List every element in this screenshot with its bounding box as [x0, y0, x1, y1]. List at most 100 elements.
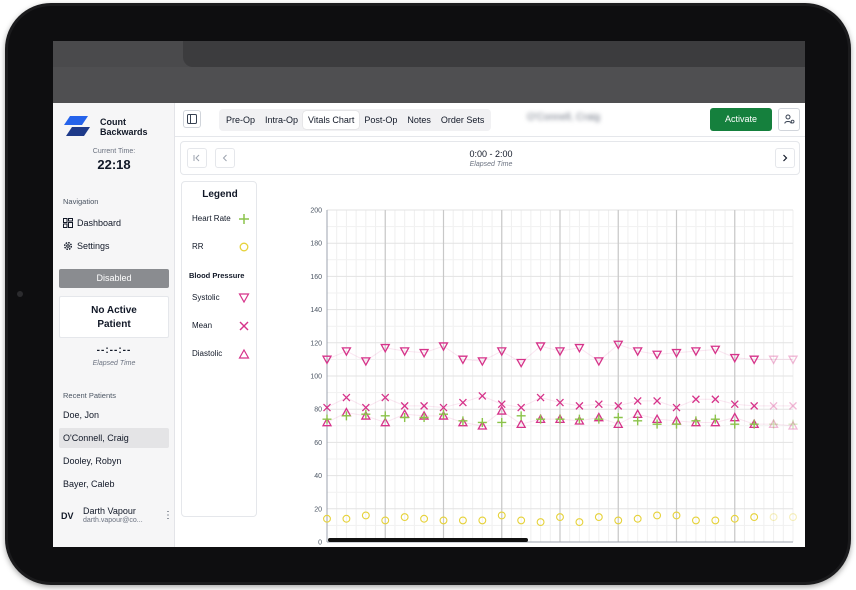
rr-point — [769, 513, 778, 522]
systolic-point — [593, 357, 604, 367]
current-patient-name: O'Connell, Craig — [527, 112, 601, 123]
y-tick-label: 20 — [314, 506, 322, 513]
heart-rate-point — [419, 413, 429, 422]
sidebar: Count Backwards Current Time: 22:18 Navi… — [53, 103, 175, 547]
brand-name: Count Backwards — [100, 117, 170, 137]
tab-order-sets[interactable]: Order Sets — [440, 115, 485, 125]
more-vertical-icon[interactable]: ⋮ — [163, 510, 173, 521]
tab-intra-op[interactable]: Intra-Op — [265, 115, 299, 125]
nav-dashboard-label: Dashboard — [77, 218, 122, 228]
user-settings-button[interactable] — [778, 108, 800, 131]
heart-rate-point — [594, 414, 604, 424]
user-email: darth.vapour@co... — [83, 517, 143, 524]
rr-point — [594, 513, 603, 522]
heart-rate-point — [497, 417, 507, 427]
legend-heart-rate: Heart Rate — [192, 212, 252, 226]
mean-point — [458, 398, 467, 407]
rr-point — [517, 516, 526, 525]
time-range-label: 0:00 - 2:00 — [469, 149, 513, 159]
brand-line-1: Count — [100, 117, 126, 127]
chevron-left-icon — [222, 154, 227, 162]
systolic-point — [613, 340, 624, 350]
camera — [17, 291, 23, 297]
legend-title: Legend — [202, 189, 238, 200]
systolic-point — [341, 347, 352, 357]
systolic-point — [574, 343, 585, 354]
legend-diastolic-label: Diastolic — [192, 349, 223, 358]
y-tick-label: 80 — [314, 407, 322, 414]
recent-patient-item[interactable]: Doe, Jon — [63, 410, 100, 420]
heart-rate-point — [516, 411, 526, 421]
heart-rate-point — [439, 409, 448, 419]
legend-mean-label: Mean — [192, 321, 213, 330]
gear-icon — [64, 242, 72, 250]
brand-logo[interactable]: Count Backwards — [62, 114, 172, 140]
y-tick-label: 180 — [310, 241, 322, 248]
chart-legend: Legend Heart Rate RR Blood Pressure Syst… — [181, 181, 257, 517]
mean-point — [691, 395, 700, 404]
diastolic-point — [574, 415, 585, 425]
vitals-chart[interactable]: 10:0610:2110:3610:5111:0611:2111:3611:51… — [261, 183, 801, 547]
systolic-point — [632, 347, 643, 357]
heart-rate-point — [672, 419, 681, 429]
mean-point — [556, 398, 564, 407]
nav-settings-label: Settings — [77, 241, 110, 251]
no-patient-line-2: Patient — [97, 319, 131, 330]
diastolic-point — [516, 418, 527, 428]
rr-point — [342, 514, 351, 523]
rr-point — [750, 513, 759, 522]
rr-point — [614, 516, 623, 525]
tab-vitals-chart[interactable]: Vitals Chart — [303, 111, 360, 129]
chevron-right-icon — [783, 154, 788, 162]
mean-point — [672, 403, 681, 412]
tab-notes[interactable]: Notes — [407, 115, 431, 125]
heart-rate-point — [574, 414, 584, 424]
systolic-point — [457, 355, 469, 365]
legend-rr-label: RR — [192, 242, 204, 251]
recent-patient-item[interactable]: Bayer, Caleb — [63, 479, 115, 489]
circle-icon — [239, 242, 249, 252]
disabled-button[interactable]: Disabled — [59, 269, 169, 288]
heart-rate-point — [710, 414, 720, 424]
activate-button[interactable]: Activate — [710, 108, 772, 131]
vitals-chart-svg: 10:0610:2110:3610:5111:0611:2111:3611:51… — [310, 208, 799, 547]
rr-point — [789, 513, 797, 522]
first-page-button[interactable] — [187, 148, 207, 168]
mean-point — [420, 401, 429, 410]
systolic-point — [399, 347, 410, 357]
user-name: Darth Vapour — [83, 506, 136, 516]
legend-blood-pressure-heading: Blood Pressure — [189, 271, 245, 280]
mean-point — [789, 401, 797, 410]
heart-rate-point — [555, 414, 565, 424]
recent-patient-item-active[interactable]: O'Connell, Craig — [59, 428, 169, 448]
rr-point — [575, 518, 584, 527]
brand-line-2: Backwards — [100, 127, 148, 137]
sidebar-toggle-button[interactable] — [183, 110, 201, 128]
rr-point — [400, 513, 409, 522]
rr-point — [556, 513, 564, 522]
heart-rate-point — [769, 419, 779, 429]
rr-point — [536, 518, 545, 527]
nav-dashboard[interactable]: Dashboard — [63, 215, 121, 231]
systolic-point — [418, 348, 430, 359]
mean-point — [342, 393, 351, 402]
elapsed-time-label: Elapsed Time — [92, 360, 136, 367]
diastolic-point — [613, 418, 624, 428]
systolic-point — [477, 357, 488, 367]
legend-diastolic: Diastolic — [192, 347, 252, 361]
systolic-point — [710, 345, 721, 355]
user-profile[interactable]: DV Darth Vapour darth.vapour@co... ⋮ — [59, 503, 173, 529]
y-tick-label: 200 — [310, 208, 322, 215]
tab-post-op[interactable]: Post-Op — [364, 115, 398, 125]
tab-pre-op[interactable]: Pre-Op — [226, 115, 256, 125]
recent-patient-item[interactable]: Dooley, Robyn — [63, 456, 122, 466]
systolic-point — [651, 350, 663, 360]
diastolic-point — [438, 410, 449, 420]
systolic-point — [321, 355, 333, 365]
nav-settings[interactable]: Settings — [63, 238, 110, 254]
systolic-point — [768, 355, 779, 365]
systolic-point — [380, 343, 391, 354]
rr-point — [497, 511, 506, 520]
next-page-button[interactable] — [775, 148, 795, 168]
previous-page-button[interactable] — [215, 148, 235, 168]
